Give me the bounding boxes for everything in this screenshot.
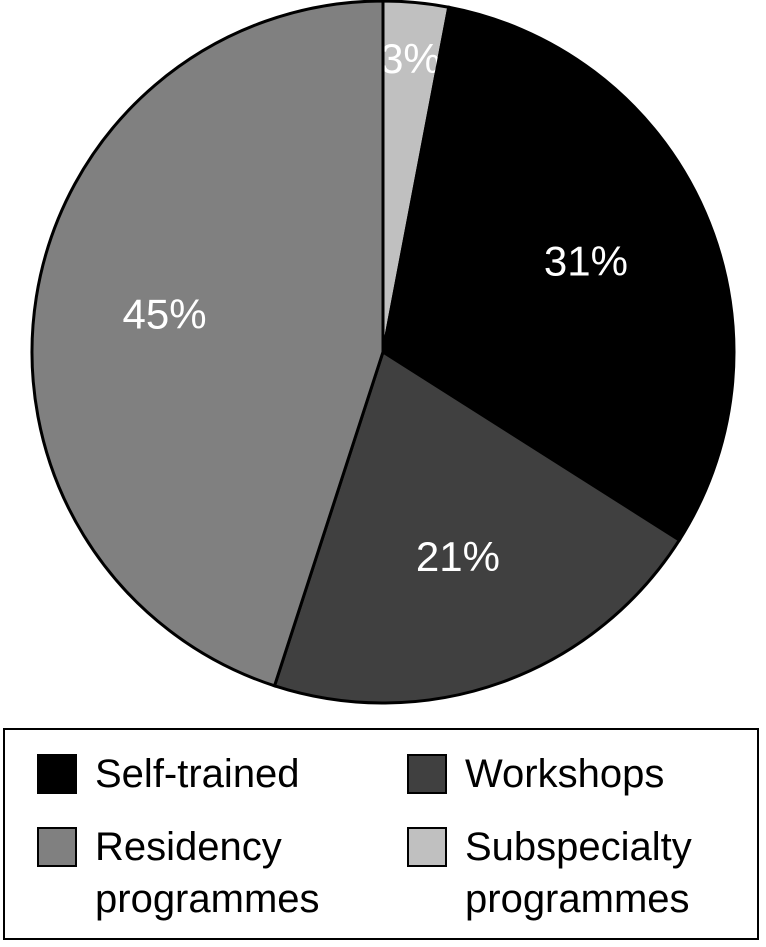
slice-label: 45%	[123, 291, 207, 338]
legend-item: Self-trained	[37, 748, 407, 813]
legend-item: Subspecialty programmes	[407, 821, 766, 938]
legend-label: Residency programmes	[95, 825, 320, 921]
legend-label: Self-trained	[95, 752, 300, 796]
legend-swatch	[37, 754, 77, 794]
slice-label: 31%	[544, 237, 628, 284]
legend-item: Workshops	[407, 748, 766, 813]
pie-slice	[272, 349, 682, 705]
legend-swatch	[407, 827, 447, 867]
legend-label: Workshops	[465, 752, 665, 796]
legend-swatch	[407, 754, 447, 794]
legend: Subspecialty programmes Self-trained Works…	[3, 728, 759, 940]
slice-label: 21%	[416, 533, 500, 580]
legend-swatch	[37, 827, 77, 867]
slice-label: 3%	[380, 35, 441, 82]
legend-item: Residency programmes	[37, 821, 407, 938]
pie-slice	[30, 0, 385, 688]
legend-label: Subspecialty programmes	[465, 825, 692, 921]
